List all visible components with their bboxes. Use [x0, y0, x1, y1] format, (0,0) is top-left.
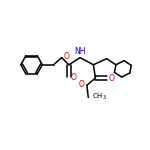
Text: O: O	[63, 52, 69, 61]
Text: NH: NH	[74, 46, 86, 56]
Text: CH$_3$: CH$_3$	[92, 92, 107, 102]
Text: O: O	[79, 80, 85, 89]
Text: O: O	[70, 73, 76, 82]
Text: O: O	[108, 74, 114, 82]
